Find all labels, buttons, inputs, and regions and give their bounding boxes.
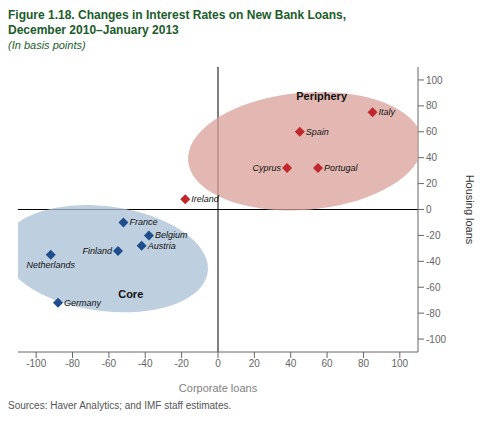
svg-text:100: 100 [391, 358, 408, 369]
svg-text:Corporate loans: Corporate loans [179, 382, 258, 394]
svg-text:-20: -20 [174, 358, 189, 369]
svg-text:0: 0 [215, 358, 221, 369]
svg-text:-60: -60 [426, 282, 441, 293]
svg-text:Austria: Austria [147, 241, 176, 251]
svg-text:-100: -100 [26, 358, 46, 369]
svg-text:-60: -60 [102, 358, 117, 369]
svg-text:Germany: Germany [64, 298, 102, 308]
svg-text:France: France [129, 217, 157, 227]
svg-text:-40: -40 [138, 358, 153, 369]
html-text:Sources: Haver Analytics; and: Sources: Haver Analytics; and IMF staff … [8, 400, 232, 411]
svg-text:60: 60 [426, 126, 438, 137]
svg-text:Finland: Finland [82, 246, 113, 256]
svg-text:-40: -40 [426, 256, 441, 267]
svg-text:Core: Core [118, 288, 143, 300]
svg-text:0: 0 [426, 204, 432, 215]
html-text:Figure 1.18. Changes in Intere: Figure 1.18. Changes in Interest Rates o… [8, 8, 347, 22]
svg-text:40: 40 [426, 152, 438, 163]
svg-text:Italy: Italy [379, 107, 396, 117]
svg-text:Netherlands: Netherlands [26, 260, 75, 270]
html-text:(In basis points): (In basis points) [8, 39, 86, 51]
svg-text:80: 80 [426, 100, 438, 111]
html-text:December 2010–January 2013: December 2010–January 2013 [8, 23, 179, 37]
svg-text:Portugal: Portugal [324, 163, 359, 173]
svg-text:-100: -100 [426, 334, 446, 345]
svg-text:-20: -20 [426, 230, 441, 241]
svg-text:100: 100 [426, 75, 443, 86]
svg-text:Cyprus: Cyprus [253, 163, 282, 173]
svg-text:40: 40 [285, 358, 297, 369]
svg-text:20: 20 [426, 178, 438, 189]
svg-text:Spain: Spain [306, 127, 329, 137]
svg-text:-80: -80 [65, 358, 80, 369]
svg-text:80: 80 [358, 358, 370, 369]
svg-text:Belgium: Belgium [155, 230, 188, 240]
svg-text:20: 20 [249, 358, 261, 369]
svg-text:-80: -80 [426, 308, 441, 319]
svg-text:Ireland: Ireland [191, 194, 220, 204]
svg-text:Periphery: Periphery [296, 90, 348, 102]
svg-text:Housing loans: Housing loans [464, 175, 476, 245]
svg-text:60: 60 [322, 358, 334, 369]
